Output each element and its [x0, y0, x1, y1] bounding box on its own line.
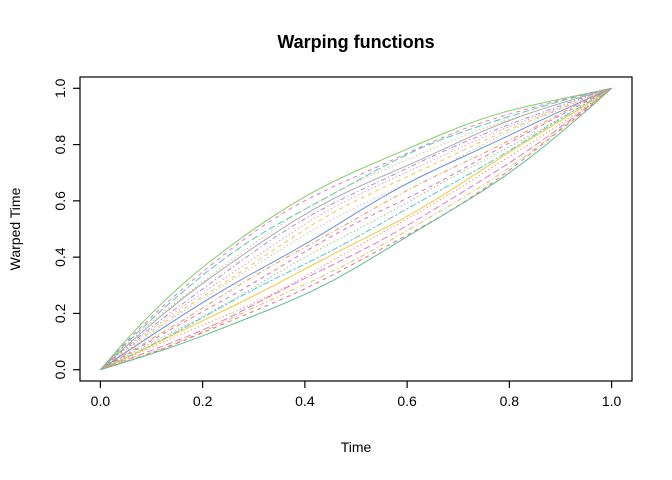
- warping-curve: [100, 87, 612, 371]
- plot-box: [79, 76, 633, 382]
- warping-curve: [100, 87, 612, 371]
- warping-curve: [100, 87, 612, 371]
- warping-curve: [100, 87, 612, 371]
- y-tick-label: 0.2: [52, 303, 68, 323]
- x-axis-label: Time: [341, 439, 372, 455]
- warping-curve: [100, 87, 612, 371]
- warping-curve: [100, 87, 612, 371]
- warping-curve: [100, 87, 612, 371]
- warping-curve: [100, 87, 612, 371]
- y-tick-label: 0.4: [52, 247, 68, 267]
- warping-curve: [100, 87, 612, 371]
- x-tick-label: 0.4: [295, 393, 315, 409]
- y-tick-label: 0.0: [52, 360, 68, 380]
- warping-curve: [100, 87, 612, 371]
- warping-curve: [100, 87, 612, 371]
- curves-layer: [100, 87, 612, 371]
- warping-curve: [100, 87, 612, 371]
- warping-curve: [100, 87, 612, 371]
- warping-curve: [100, 87, 612, 371]
- warping-curve: [100, 87, 612, 371]
- axis-ticks-layer: 0.0 0.2 0.4 0.6 0.8 1.0 0.0 0.2 0.4 0.6 0.8 1.0: [52, 78, 622, 409]
- warping-curve: [100, 87, 612, 371]
- y-tick-label: 1.0: [52, 78, 68, 98]
- plot-title: Warping functions: [277, 32, 434, 52]
- x-tick-label: 1.0: [602, 393, 622, 409]
- y-tick-label: 0.8: [52, 135, 68, 155]
- y-axis-label: Warped Time: [7, 187, 23, 270]
- x-tick-label: 0.0: [91, 393, 111, 409]
- warping-curve: [100, 87, 612, 371]
- warping-curve: [100, 87, 612, 371]
- y-tick-label: 0.6: [52, 191, 68, 211]
- x-tick-label: 0.8: [500, 393, 520, 409]
- warping-curve: [100, 87, 612, 371]
- x-tick-label: 0.2: [193, 393, 213, 409]
- x-tick-label: 0.6: [397, 393, 417, 409]
- warping-curve: [100, 87, 612, 371]
